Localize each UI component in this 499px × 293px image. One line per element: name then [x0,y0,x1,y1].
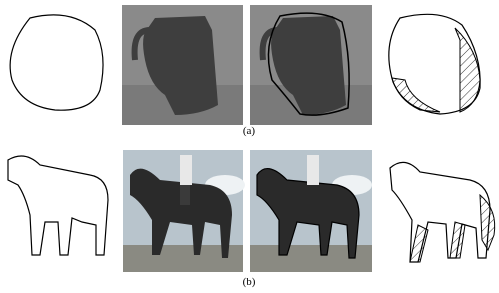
horse-photo-contour [250,150,372,272]
panel-label: (a) [243,125,256,137]
jug-photo-contour [250,5,372,125]
figure: (a) (b) [0,0,499,293]
panel-label: (b) [243,276,256,288]
jug-error-region [389,14,480,114]
figure-svg: (a) (b) [0,0,499,293]
jug-contour [10,15,103,110]
horse-error-region [390,162,495,262]
horse-photo [123,150,245,272]
horse-contour [8,156,108,255]
jug-photo [122,5,243,125]
